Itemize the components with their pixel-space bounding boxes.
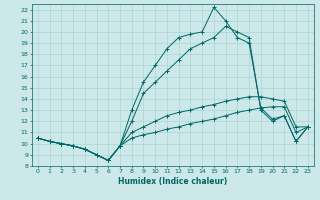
X-axis label: Humidex (Indice chaleur): Humidex (Indice chaleur) xyxy=(118,177,228,186)
